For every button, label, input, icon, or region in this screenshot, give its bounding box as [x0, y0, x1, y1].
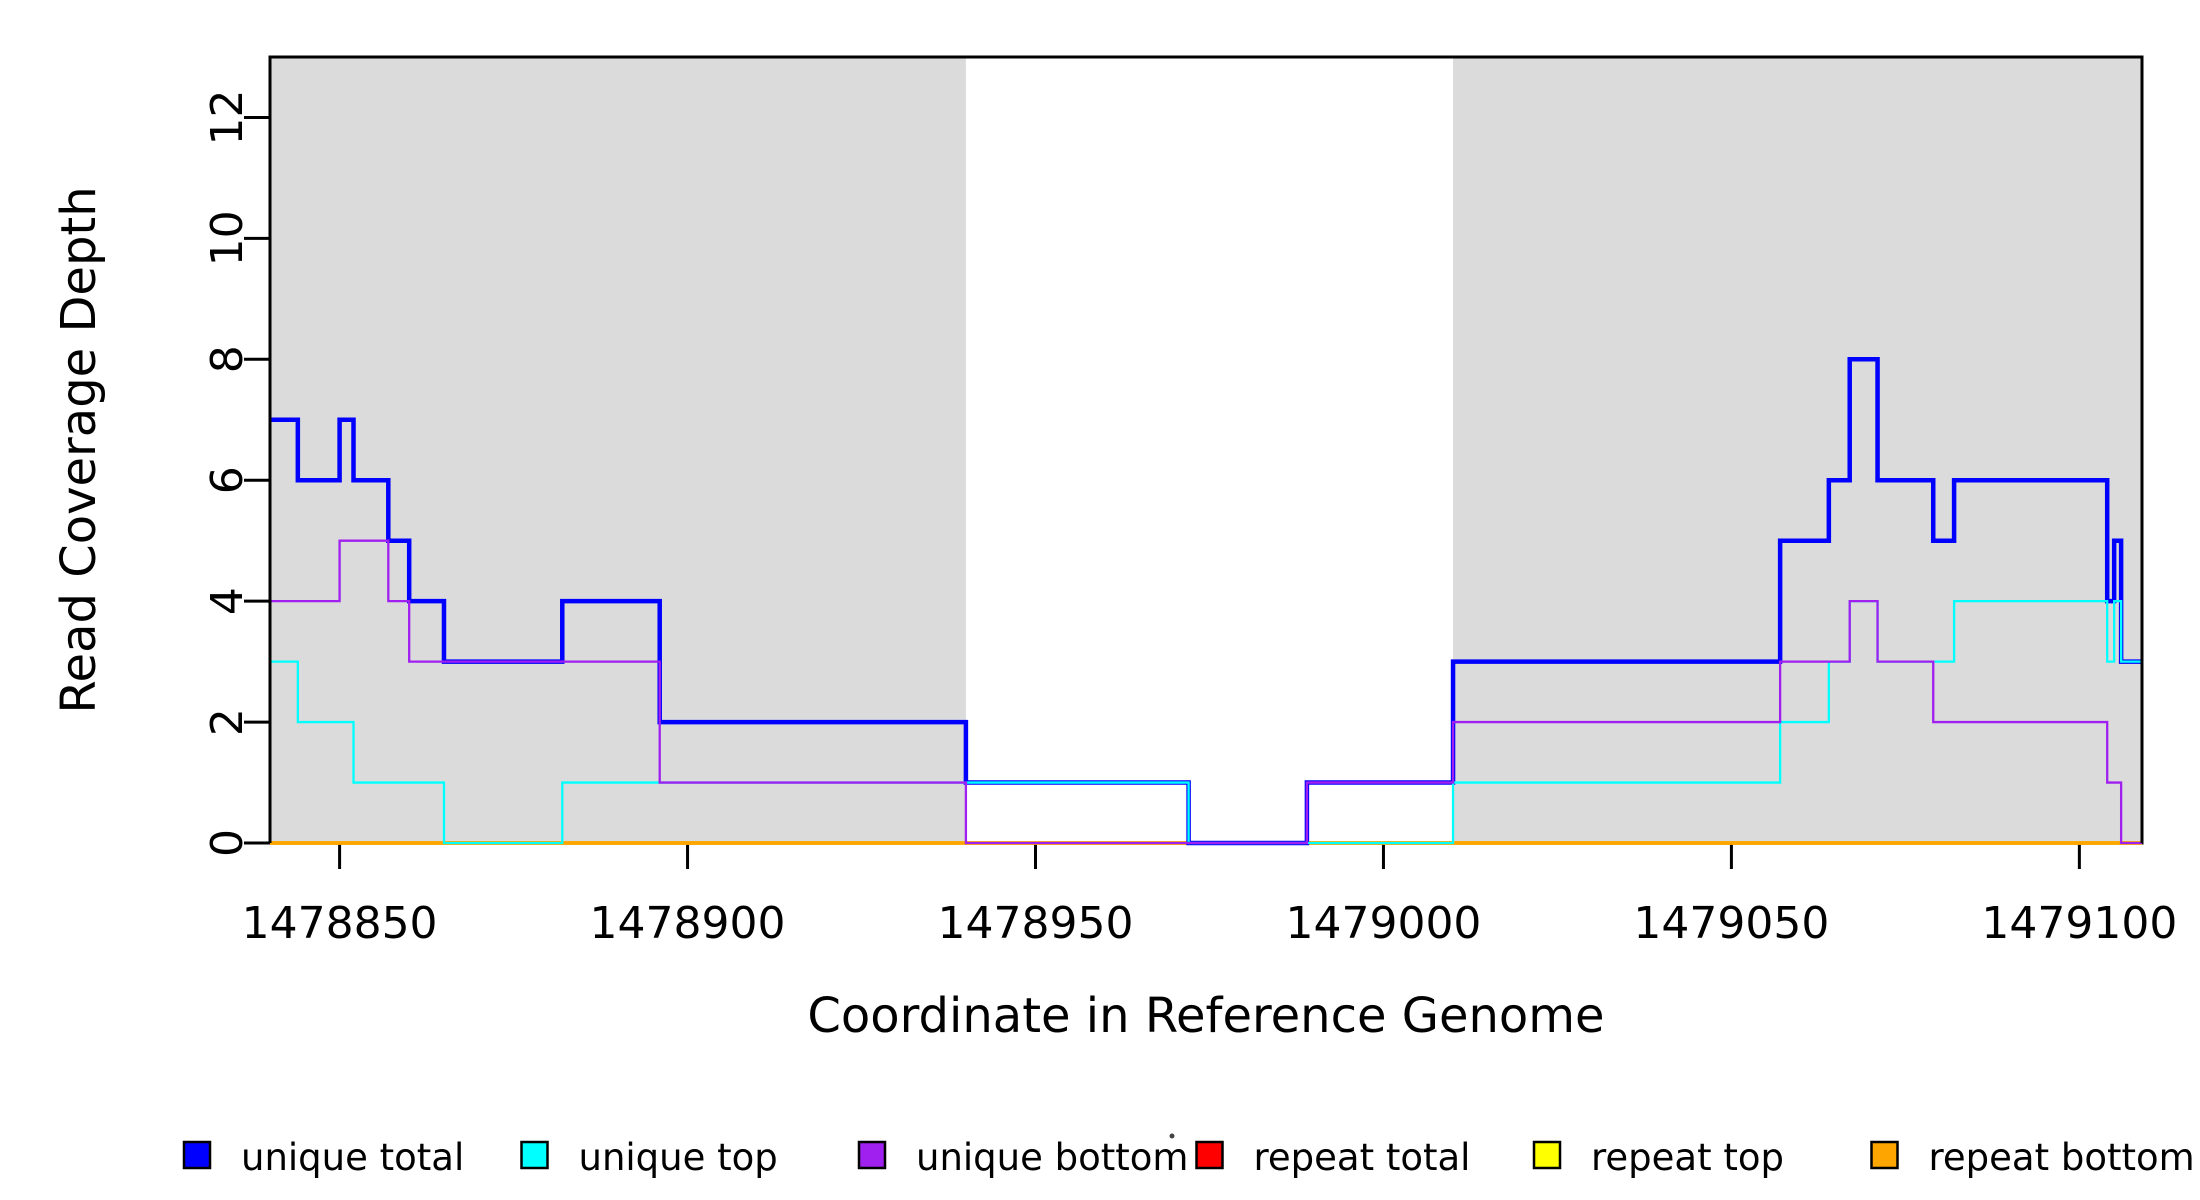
y-tick-label: 6: [202, 466, 253, 494]
legend-swatch-unique-total: [182, 1140, 212, 1170]
x-tick-label: 1478950: [938, 898, 1134, 949]
x-tick-label: 1479000: [1285, 898, 1481, 949]
legend-label-repeat-bottom: repeat bottom: [1929, 1136, 2195, 1179]
stray-dot-artifact: [1169, 1133, 1175, 1139]
legend-swatch-repeat-bottom: [1870, 1140, 1899, 1170]
legend-swatch-repeat-total: [1195, 1140, 1224, 1170]
plot-border-overlay: [268, 55, 2144, 843]
x-tick-label: 1478850: [242, 898, 438, 949]
legend-swatch-unique-bottom: [857, 1140, 887, 1170]
legend-swatch-repeat-top: [1532, 1140, 1562, 1170]
legend-label-unique-bottom: unique bottom: [916, 1136, 1188, 1179]
legend-swatch-unique-top: [520, 1140, 549, 1170]
x-tick-label: 1478900: [590, 898, 786, 949]
y-axis-title: Read Coverage Depth: [51, 186, 107, 713]
legend-label-unique-total: unique total: [241, 1136, 464, 1179]
legend-label-repeat-total: repeat total: [1254, 1136, 1471, 1179]
repeat-region-right: [1453, 57, 2142, 843]
x-tick-label: 1479100: [1981, 898, 2177, 949]
y-tick-label: 8: [202, 345, 253, 373]
y-tick-label: 4: [202, 587, 253, 615]
legend-label-unique-top: unique top: [579, 1136, 778, 1179]
y-tick-label: 12: [202, 89, 253, 145]
series-line-unique-bottom: [270, 539, 2142, 845]
legend-label-repeat-top: repeat top: [1591, 1136, 1784, 1179]
x-tick-label: 1479050: [1633, 898, 1829, 949]
series-line-unique-top: [270, 600, 2142, 845]
y-tick-label: 2: [202, 708, 253, 736]
y-tick-label: 0: [202, 829, 253, 857]
y-tick-label: 10: [202, 210, 253, 266]
x-axis-title: Coordinate in Reference Genome: [807, 988, 1604, 1044]
repeat-region-left: [270, 57, 966, 843]
